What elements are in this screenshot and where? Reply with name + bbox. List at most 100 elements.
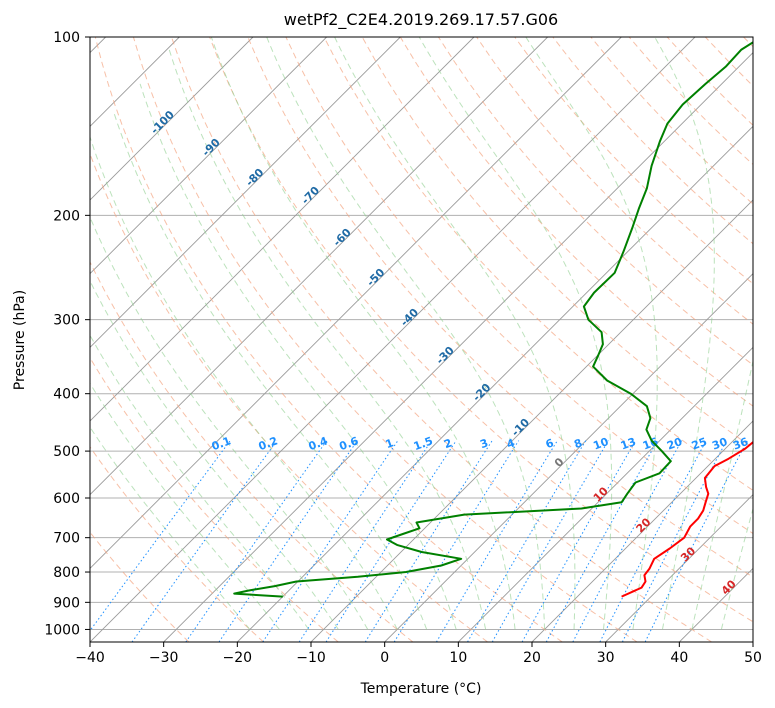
mixing-ratio-line (325, 440, 457, 642)
isotherm-line (605, 494, 753, 642)
isotherm-label: 30 (678, 544, 698, 564)
dry-adiabat (90, 260, 414, 642)
dry-adiabat (171, 37, 712, 642)
isotherm-line (310, 199, 753, 642)
mixing-ratio-line (521, 440, 637, 642)
y-tick-label: 100 (53, 30, 80, 46)
mixing-ratio-label: 6 (544, 436, 556, 451)
x-tick-label: 40 (670, 650, 688, 666)
dry-adiabat (90, 356, 339, 642)
moist-adiabat (654, 37, 715, 630)
isotherm-label: -30 (434, 344, 457, 367)
mixing-ratio-label: 1 (384, 436, 396, 451)
mixing-ratio-label: 0.6 (338, 434, 361, 453)
mixing-ratio-label: 10 (591, 435, 610, 453)
isotherm-label: -60 (331, 226, 354, 249)
moist-adiabat (418, 37, 613, 630)
mixing-ratio-line (131, 440, 278, 642)
dry-adiabat (247, 37, 753, 578)
dry-adiabat (437, 37, 753, 366)
moist-adiabat (168, 49, 487, 630)
x-tick-label: 0 (380, 650, 389, 666)
mixing-ratio-label: 2 (442, 436, 454, 451)
mixing-ratio-line (491, 440, 609, 642)
moist-adiabat (210, 37, 516, 630)
isotherm-label: -10 (509, 416, 532, 439)
mixing-ratio-label: 16 (641, 435, 660, 453)
dry-adiabat (94, 37, 563, 642)
y-tick-label: 900 (53, 595, 80, 611)
y-tick-label: 1000 (44, 622, 80, 638)
mixing-ratio-line (467, 440, 587, 642)
isotherm-line (90, 37, 254, 201)
y-tick-label: 300 (53, 313, 80, 329)
mixing-ratio-label: 8 (572, 436, 584, 451)
moist-adiabat (90, 279, 339, 630)
moist-adiabat (113, 114, 428, 630)
mixing-ratio-label: 4 (505, 436, 517, 451)
mixing-ratio-label: 36 (731, 435, 750, 453)
dry-adiabat (476, 37, 753, 325)
mixing-ratio-label: 3 (478, 436, 490, 451)
plot-frame (89, 36, 754, 643)
isotherm-line (90, 37, 475, 422)
y-tick-label: 600 (53, 491, 80, 507)
x-axis-label: Temperature (°C) (360, 681, 482, 697)
mixing-ratio-line (298, 440, 432, 642)
mixing-ratio-line (262, 440, 399, 642)
isotherm-line (458, 346, 753, 642)
x-tick-label: −40 (75, 650, 105, 666)
mixing-ratio-line (599, 440, 707, 642)
mixing-ratio-line (90, 440, 231, 632)
isotherm-label: -100 (148, 108, 177, 137)
x-tick-label: 50 (744, 650, 762, 666)
y-tick-label: 700 (53, 531, 80, 547)
moist-adiabat (90, 334, 310, 630)
mixing-ratio-line (364, 440, 493, 642)
moist-adiabat (691, 358, 753, 630)
mixing-ratio-line (218, 440, 358, 642)
mixing-ratio-label: 0.1 (210, 434, 233, 453)
moist-adiabat (139, 83, 457, 630)
isotherm-line (384, 273, 753, 642)
moist-adiabat (90, 426, 251, 630)
mixing-ratio-line (435, 440, 558, 642)
x-tick-label: 10 (449, 650, 467, 666)
isotherm-line (90, 37, 622, 569)
isotherm-line (90, 37, 696, 642)
moist-adiabat (90, 215, 369, 630)
mixing-ratio-line (393, 440, 520, 642)
mixing-ratio-label: 13 (619, 435, 638, 452)
isotherm-line (531, 420, 753, 642)
x-tick-label: −20 (223, 650, 253, 666)
isotherm-label: -70 (299, 184, 322, 207)
x-tick-label: −30 (149, 650, 179, 666)
isotherm-line (163, 52, 753, 642)
isotherm-label: -50 (364, 266, 387, 289)
isotherm-line (90, 37, 327, 275)
y-tick-label: 400 (53, 387, 80, 403)
chart-title: wetPf2_C2E4.2019.269.17.57.G06 (284, 10, 558, 30)
isotherm-label: 20 (634, 515, 654, 535)
mixing-ratio-label: 0.4 (307, 434, 330, 453)
y-axis-label: Pressure (hPa) (12, 290, 28, 390)
mixing-ratio-line (572, 440, 683, 642)
x-tick-label: −10 (296, 650, 326, 666)
mixing-ratio-label: 1.5 (412, 434, 435, 453)
dewpoint-profile-line (233, 41, 753, 598)
dry-adiabat (285, 37, 753, 535)
mixing-ratio-line (644, 440, 748, 642)
isotherm-line (752, 641, 753, 642)
mixing-ratio-label: 20 (665, 435, 684, 453)
mixing-ratio-label: 30 (710, 435, 729, 453)
x-tick-label: 30 (597, 650, 615, 666)
isotherm-label: -20 (470, 381, 493, 404)
isotherm-label: 40 (719, 577, 739, 597)
dry-adiabat (743, 37, 753, 48)
moist-adiabat (90, 135, 398, 630)
temperature-profile-line (621, 440, 753, 598)
dry-adiabat (704, 37, 753, 87)
dry-adiabat (209, 37, 753, 623)
dry-adiabat (514, 37, 753, 285)
